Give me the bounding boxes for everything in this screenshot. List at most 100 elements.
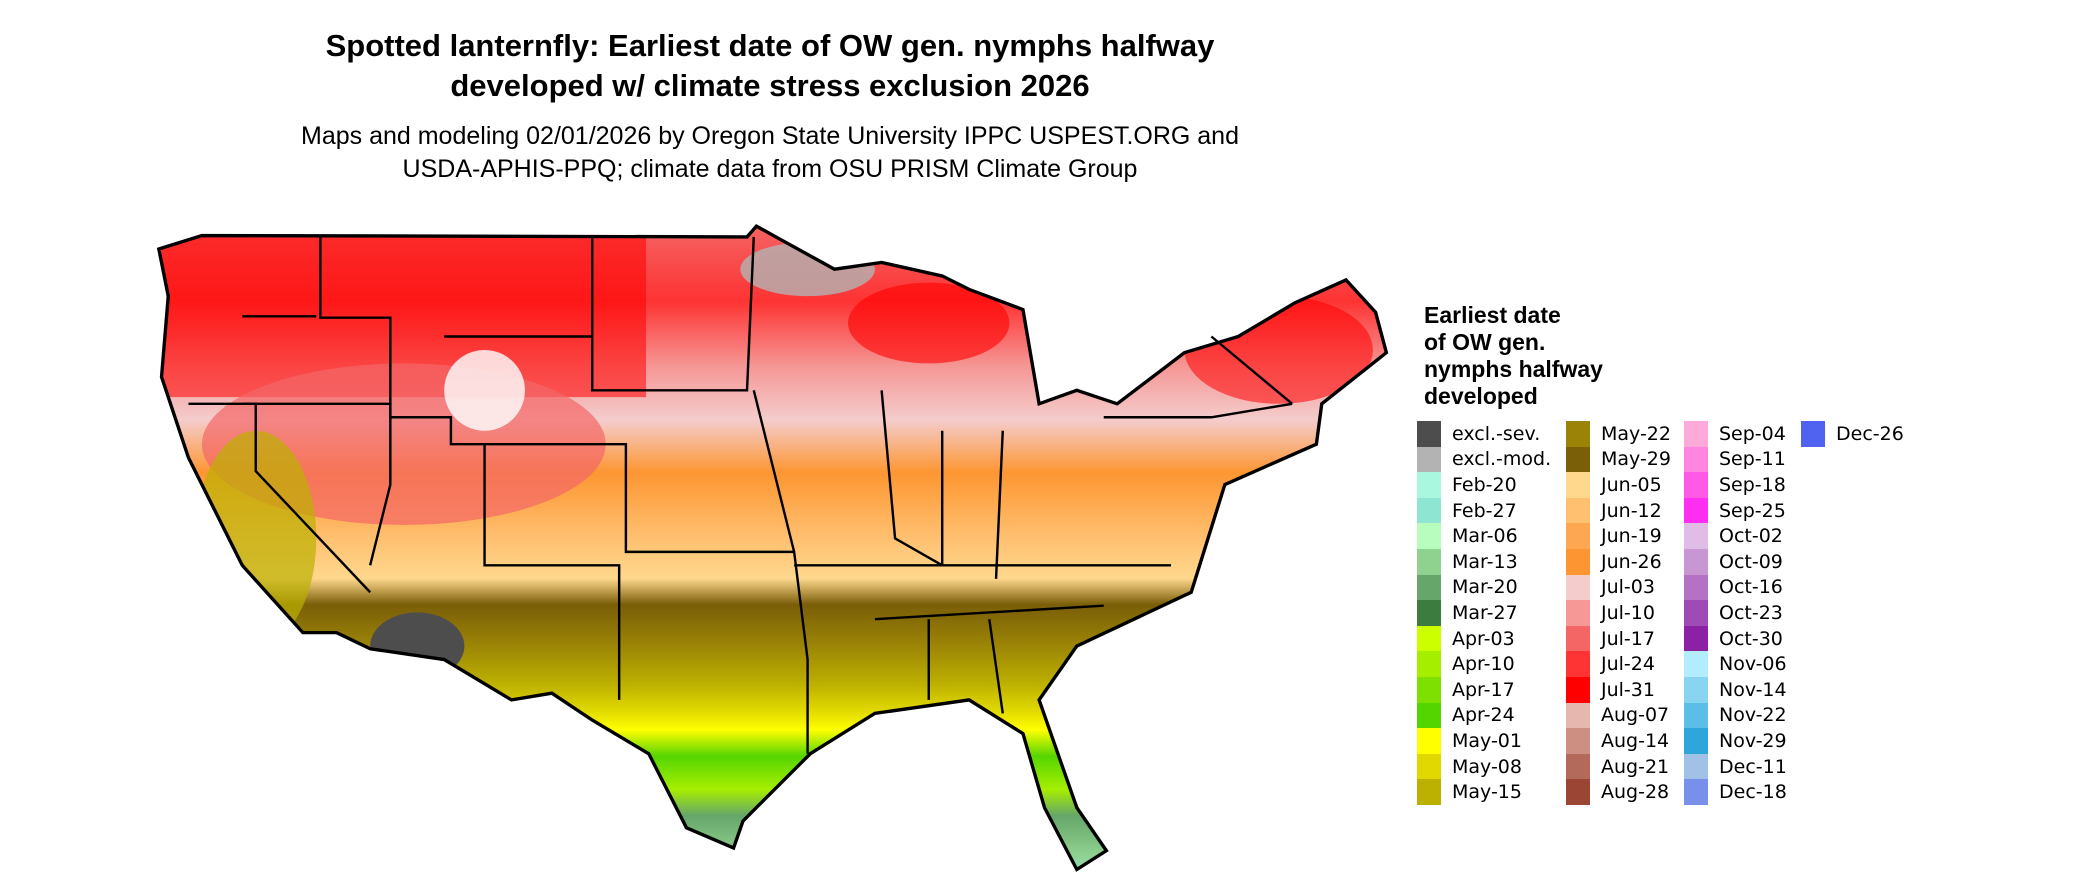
legend-item: Oct-23 (1684, 600, 1783, 626)
legend-label: May-15 (1452, 781, 1522, 804)
mountain-exclusion (444, 349, 525, 431)
legend-label: Oct-02 (1719, 525, 1783, 548)
legend-label: Oct-16 (1719, 576, 1783, 599)
legend-item: Jul-10 (1566, 600, 1655, 626)
legend-item: Apr-10 (1417, 651, 1515, 677)
legend-item: Mar-13 (1417, 549, 1518, 575)
legend-item: May-22 (1566, 421, 1671, 447)
legend-swatch (1684, 728, 1708, 754)
legend-item: Jul-03 (1566, 574, 1655, 601)
legend-item: Jun-12 (1566, 497, 1662, 524)
legend-label: Apr-17 (1452, 678, 1515, 701)
legend-swatch (1417, 421, 1441, 447)
legend-swatch (1566, 574, 1590, 601)
legend-item: Jul-17 (1566, 625, 1655, 652)
legend-item: excl.-mod. (1417, 446, 1552, 473)
legend-swatch (1417, 497, 1441, 524)
legend-swatch (1684, 523, 1708, 549)
legend-label: Sep-25 (1719, 499, 1786, 522)
legend-item: Dec-18 (1684, 779, 1787, 805)
map-title: Spotted lanternfly: Earliest date of OW … (240, 26, 1300, 106)
legend-swatch (1566, 728, 1590, 754)
legend-label: Nov-14 (1719, 678, 1787, 701)
legend-label: Oct-23 (1719, 601, 1783, 624)
legend-item: May-08 (1417, 753, 1522, 780)
legend-swatch (1417, 753, 1441, 780)
legend-item: Apr-03 (1417, 625, 1515, 652)
legend-label: Nov-29 (1719, 729, 1787, 752)
legend-label: May-29 (1601, 448, 1671, 471)
legend-item: May-01 (1417, 728, 1522, 754)
legend-swatch (1801, 421, 1825, 447)
legend-label: Sep-11 (1719, 448, 1786, 471)
legend-label: Aug-21 (1601, 755, 1670, 778)
subtitle-line-2: USDA-APHIS-PPQ; climate data from OSU PR… (402, 155, 1138, 183)
legend-title-line: developed (1424, 383, 1538, 409)
legend-item: Nov-22 (1684, 702, 1787, 729)
legend-swatch (1566, 446, 1590, 473)
legend-item: Aug-14 (1566, 728, 1669, 754)
legend-label: excl.-sev. (1452, 422, 1541, 445)
legend-swatch (1417, 549, 1441, 575)
legend-item: Nov-29 (1684, 728, 1787, 754)
legend-label: Aug-14 (1601, 729, 1670, 752)
legend-item: Feb-27 (1417, 497, 1517, 524)
legend-item: May-29 (1566, 446, 1671, 473)
legend-swatch (1417, 651, 1441, 677)
legend-item: Dec-11 (1684, 753, 1787, 780)
legend-swatch (1566, 497, 1590, 524)
legend-item: Sep-04 (1684, 421, 1786, 447)
legend-label: Dec-26 (1836, 422, 1904, 445)
legend-swatch (1684, 497, 1708, 524)
legend-label: Oct-30 (1719, 627, 1783, 650)
legend-label: Jun-26 (1601, 550, 1662, 573)
legend-label: Feb-27 (1452, 499, 1517, 522)
legend-swatch (1684, 651, 1708, 677)
legend-label: May-08 (1452, 755, 1522, 778)
legend-swatch (1684, 421, 1708, 447)
legend-title-line: of OW gen. (1424, 329, 1546, 355)
legend-label: Jul-10 (1601, 601, 1655, 624)
legend-item: Oct-30 (1684, 625, 1783, 652)
legend-swatch (1684, 677, 1708, 703)
legend-item: Jul-24 (1566, 651, 1655, 677)
legend-label: Sep-18 (1719, 473, 1786, 496)
legend-item: excl.-sev. (1417, 421, 1540, 447)
legend-label: Apr-10 (1452, 653, 1515, 676)
legend-swatch (1417, 702, 1441, 729)
legend-item: Dec-26 (1801, 421, 1904, 447)
legend-label: May-01 (1452, 729, 1522, 752)
legend-title: Earliest date of OW gen. nymphs halfway … (1424, 302, 1603, 410)
legend-item: Oct-09 (1684, 549, 1783, 575)
legend-label: Dec-11 (1719, 755, 1787, 778)
great-lakes-region (847, 282, 1010, 364)
legend-item: Mar-27 (1417, 600, 1518, 626)
legend-swatch (1566, 677, 1590, 703)
legend-swatch (1566, 651, 1590, 677)
title-line-1: Spotted lanternfly: Earliest date of OW … (325, 28, 1215, 63)
legend-swatch (1684, 779, 1708, 805)
legend-label: excl.-mod. (1452, 448, 1552, 471)
legend-item: Oct-16 (1684, 574, 1783, 601)
title-line-2: developed w/ climate stress exclusion 20… (450, 68, 1090, 103)
legend-swatch (1417, 779, 1441, 805)
legend-item: Nov-14 (1684, 677, 1787, 703)
legend-swatch (1417, 472, 1441, 498)
legend-label: Jun-12 (1601, 499, 1662, 522)
legend-swatch (1417, 523, 1441, 549)
legend-swatch (1684, 446, 1708, 473)
legend-item: Jun-26 (1566, 549, 1662, 575)
legend-item: Jun-19 (1566, 523, 1662, 549)
state-borders (188, 236, 1293, 754)
map-subtitle: Maps and modeling 02/01/2026 by Oregon S… (240, 120, 1300, 186)
legend-label: Dec-18 (1719, 781, 1787, 804)
legend-swatch (1684, 600, 1708, 626)
minnesota-excl (740, 242, 875, 297)
legend-label: Apr-03 (1452, 627, 1515, 650)
legend-label: Apr-24 (1452, 704, 1515, 727)
legend-swatch (1417, 600, 1441, 626)
legend-item: Jul-31 (1566, 677, 1655, 703)
legend-swatch (1684, 574, 1708, 601)
legend-label: Jun-05 (1601, 473, 1662, 496)
